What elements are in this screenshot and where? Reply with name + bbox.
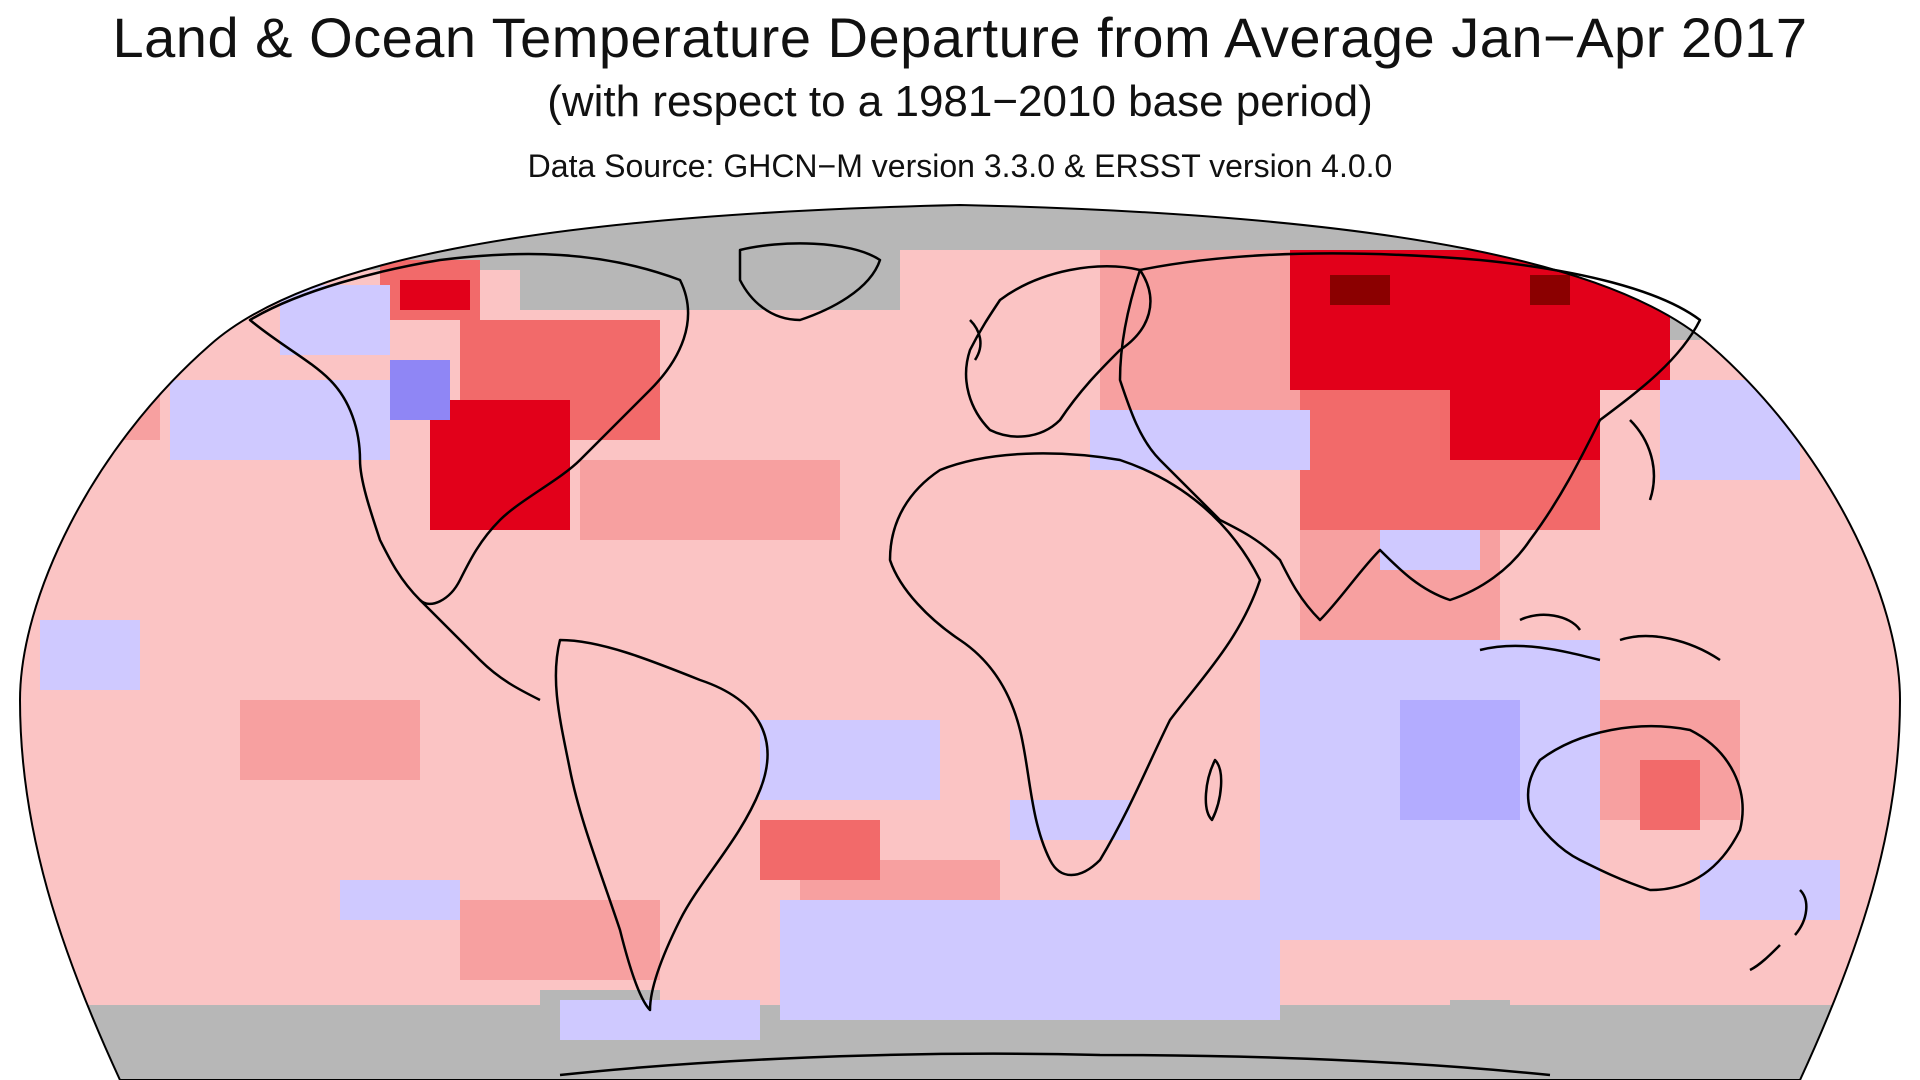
coast-asia <box>1118 252 1702 622</box>
coast-south-america <box>554 638 769 1012</box>
coast-indonesia <box>1479 613 1721 662</box>
coast-britain <box>969 319 982 361</box>
coast-africa <box>888 452 1262 877</box>
data-source-label: Data Source: GHCN−M version 3.3.0 & ERSS… <box>527 148 1393 184</box>
map-subtitle: (with respect to a 1981−2010 base period… <box>547 77 1373 126</box>
coast-europe <box>964 265 1152 438</box>
slightly-warmer-regions <box>60 250 1880 1000</box>
coast-new-zealand <box>1749 889 1808 972</box>
coast-central-america <box>419 599 541 702</box>
warmer-strong-regions <box>400 250 1670 530</box>
much-warmer-regions <box>1330 275 1570 305</box>
coast-japan <box>1629 419 1656 501</box>
coast-antarctica <box>559 1052 1551 1077</box>
map-title: Land & Ocean Temperature Departure from … <box>112 6 1808 69</box>
coast-madagascar <box>1204 758 1223 822</box>
coast-north-america <box>248 252 690 606</box>
coast-australia <box>1526 725 1744 892</box>
coast-greenland <box>738 242 882 322</box>
cooler-regions <box>40 285 1840 1040</box>
coastlines <box>248 242 1808 1077</box>
